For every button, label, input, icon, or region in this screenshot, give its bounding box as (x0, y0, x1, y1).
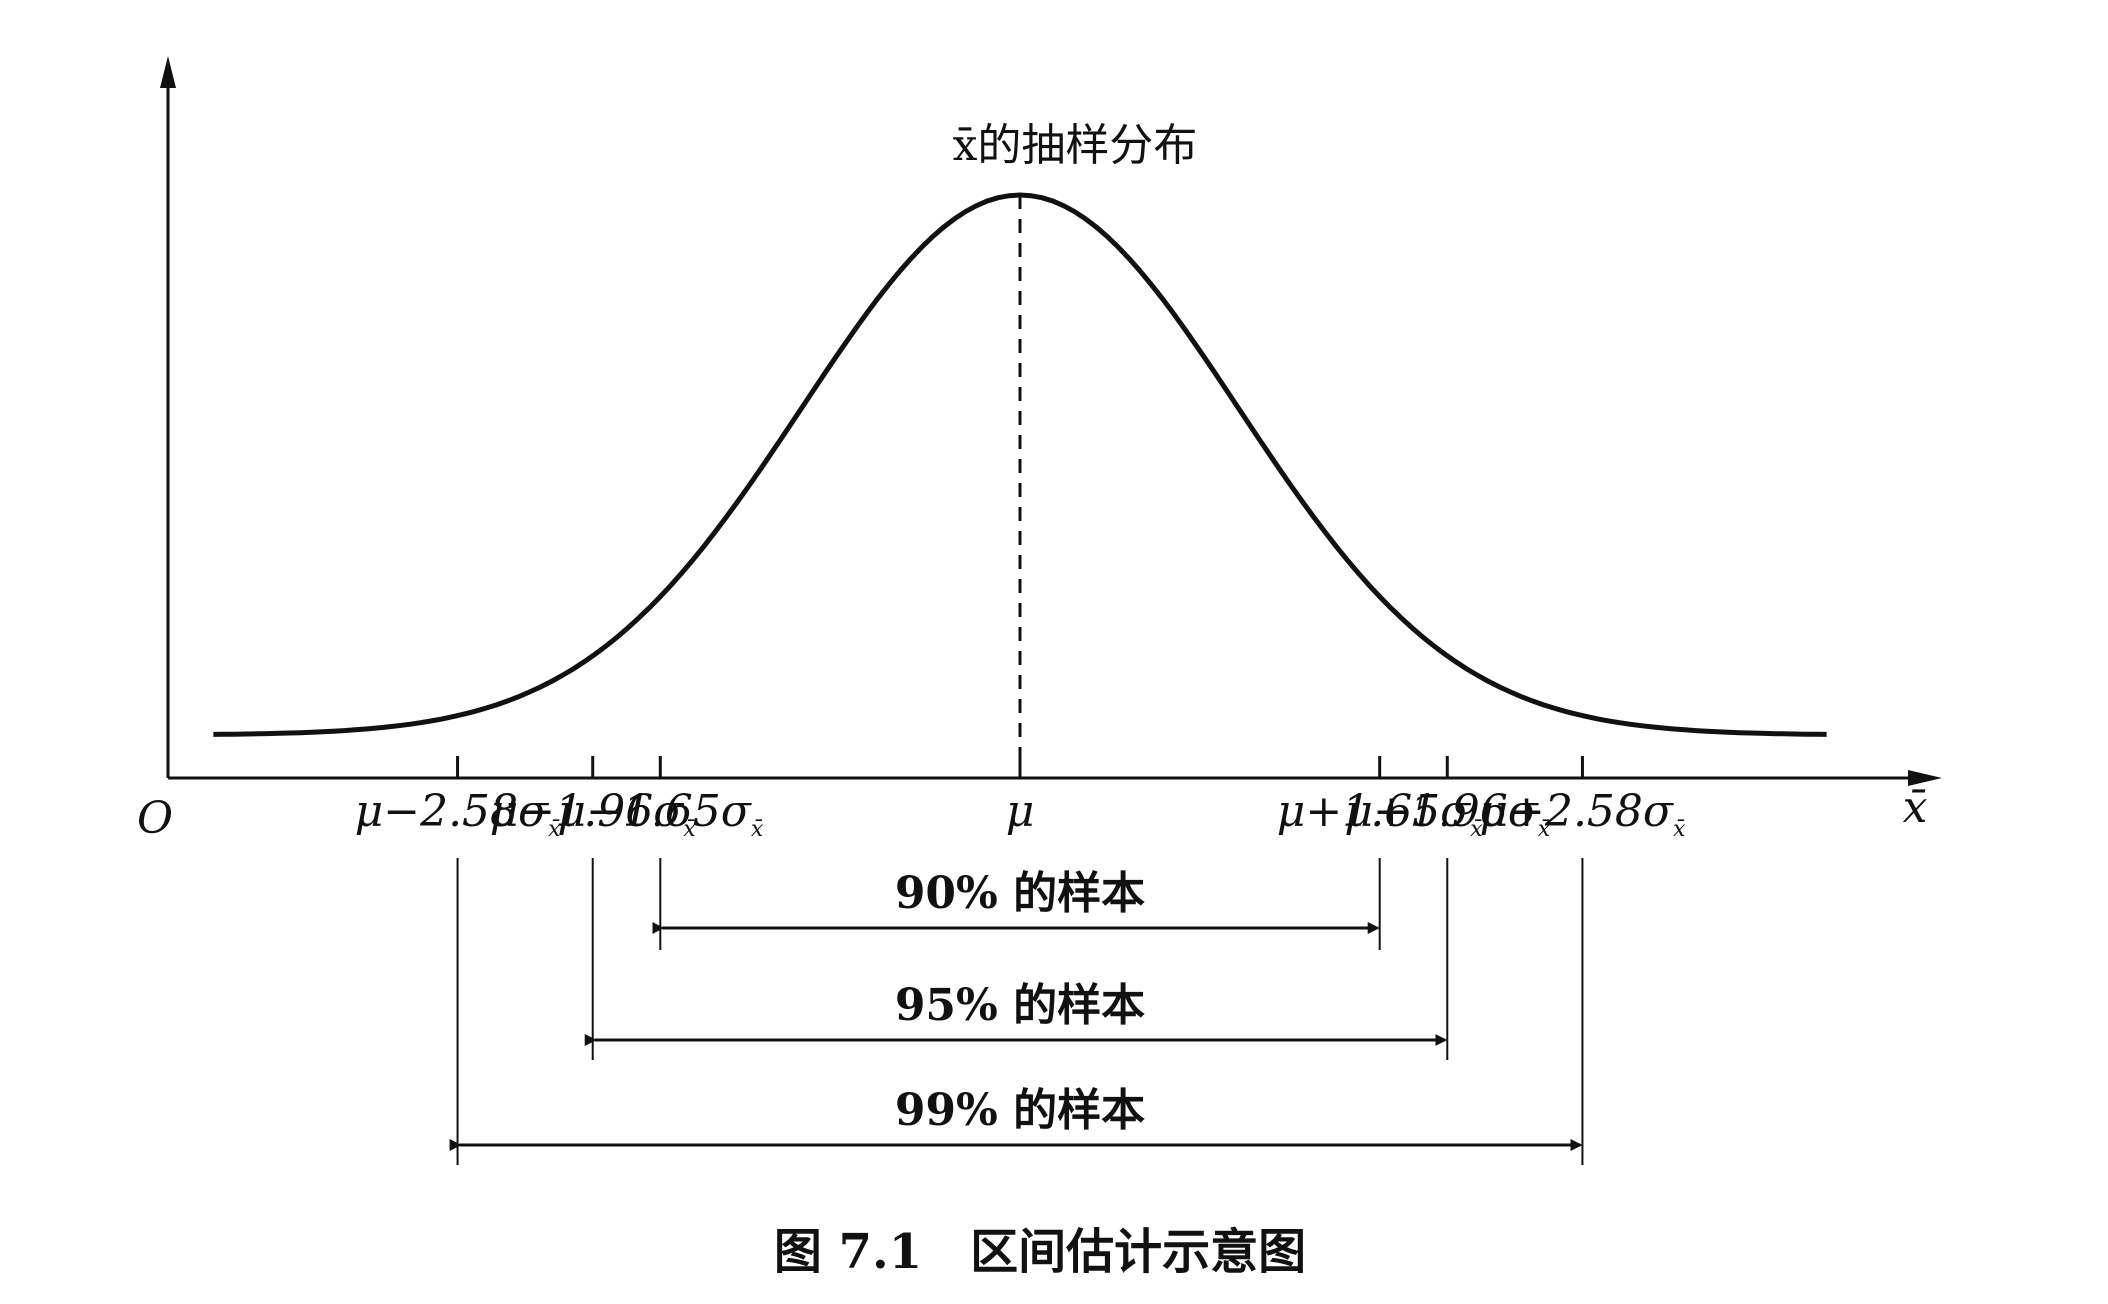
x-axis-arrow-icon (1908, 770, 1942, 786)
x-axis-label: x̄ (1903, 782, 1928, 833)
x-tick-label: μ+1.65σx̄ (1277, 786, 1483, 842)
x-tick-label: μ+1.96σx̄ (1344, 786, 1550, 842)
interval-guide-lines (456, 858, 1584, 1165)
x-tick-label: μ−2.58σx̄ (355, 786, 561, 842)
x-tick-label: μ+2.58σx̄ (1479, 786, 1685, 842)
x-tick-label: μ (1006, 786, 1035, 837)
curve-label: x̄的抽样分布 (953, 120, 1198, 171)
interval-range-arrows: 90% 的样本 95% 的样本 99% 的样本 (449, 868, 1583, 1151)
x-tick-label: μ−1.65σx̄ (557, 786, 763, 842)
figure-caption: 图 7.1 区间估计示意图 (774, 1224, 1306, 1280)
interval-range-label: 95% 的样本 (895, 980, 1145, 1031)
x-tick-group: μ−2.58σx̄μ−1.96σx̄μ−1.65σx̄ μ μ+1.65σx̄μ+1… (355, 756, 1686, 842)
interval-range-label: 99% 的样本 (895, 1085, 1145, 1136)
interval-range-label: 90% 的样本 (895, 868, 1145, 919)
x-tick-label: μ−1.96σx̄ (490, 786, 696, 842)
y-axis-arrow-icon (160, 56, 176, 88)
origin-label: O (137, 793, 173, 844)
